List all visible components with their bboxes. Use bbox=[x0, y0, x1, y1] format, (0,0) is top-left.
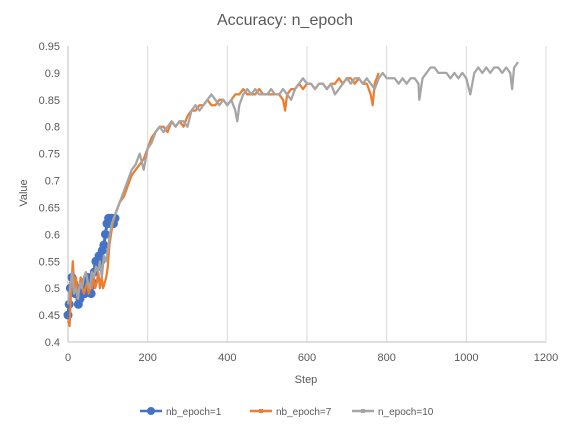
series-layer bbox=[63, 61, 520, 328]
y-axis-title: Value bbox=[18, 179, 30, 206]
legend: nb_epoch=1 nb_epoch=7 n_epoch=10 bbox=[140, 407, 434, 418]
x-axis-title: Step bbox=[295, 374, 318, 386]
x-tick-label: 600 bbox=[298, 352, 316, 364]
y-tick-label: 0.95 bbox=[39, 41, 60, 53]
data-point bbox=[99, 240, 109, 250]
legend-label-2: nb_epoch=7 bbox=[276, 407, 332, 418]
grid-lines bbox=[67, 46, 547, 342]
y-tick-label: 0.65 bbox=[39, 202, 60, 214]
y-tick-label: 0.85 bbox=[39, 95, 60, 107]
y-tick-label: 0.8 bbox=[45, 122, 60, 134]
data-point bbox=[100, 229, 110, 239]
y-tick-label: 0.75 bbox=[39, 149, 60, 161]
legend-label-1: nb_epoch=1 bbox=[166, 407, 222, 418]
legend-marker-3 bbox=[361, 409, 365, 413]
y-tick-label: 0.45 bbox=[39, 310, 60, 322]
legend-marker-2 bbox=[259, 409, 263, 413]
x-tick-label: 1000 bbox=[454, 352, 478, 364]
y-tick-label: 0.55 bbox=[39, 256, 60, 268]
x-tick-label: 1200 bbox=[534, 352, 558, 364]
y-tick-label: 0.7 bbox=[45, 176, 60, 188]
x-tick-label: 400 bbox=[218, 352, 236, 364]
y-tick-label: 0.6 bbox=[45, 229, 60, 241]
series-line-2 bbox=[66, 72, 380, 328]
chart-title: Accuracy: n_epoch bbox=[217, 12, 353, 29]
series-line-3 bbox=[66, 61, 520, 305]
x-tick-label: 800 bbox=[377, 352, 395, 364]
y-tick-label: 0.9 bbox=[45, 68, 60, 80]
x-tick-label: 200 bbox=[138, 352, 156, 364]
y-tick-label: 0.5 bbox=[45, 283, 60, 295]
x-tick-label: 0 bbox=[65, 352, 71, 364]
axes: 0 200 400 600 800 1000 1200 0.4 0.45 0.5 0.55 0.6 0.… bbox=[39, 41, 559, 364]
legend-marker-1 bbox=[147, 407, 155, 415]
y-tick-label: 0.4 bbox=[45, 337, 60, 349]
legend-label-3: n_epoch=10 bbox=[378, 407, 434, 418]
